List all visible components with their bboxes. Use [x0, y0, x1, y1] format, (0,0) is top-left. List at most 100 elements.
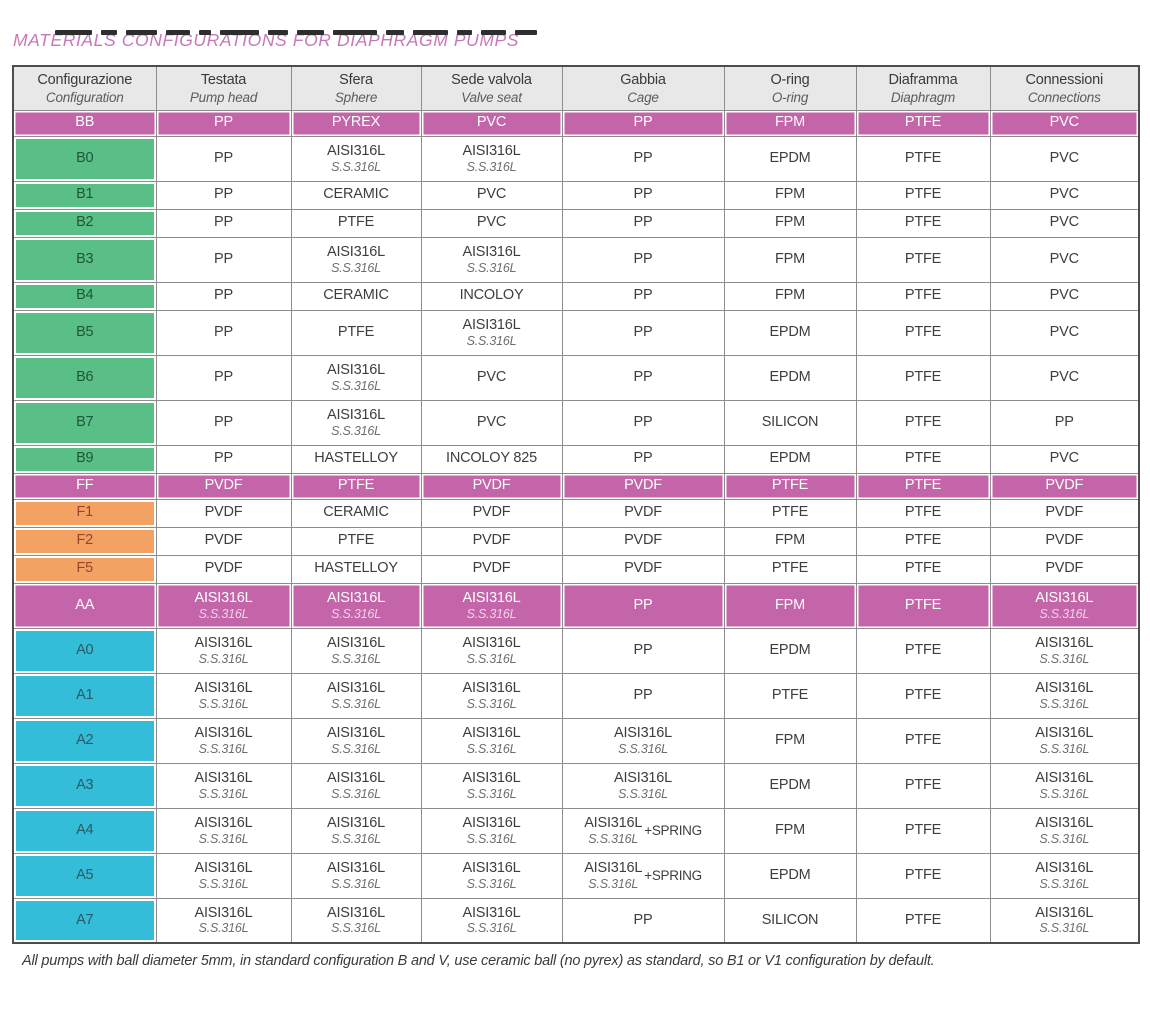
config-code-cell: F2 — [12, 526, 157, 556]
material-value: PVC — [1049, 323, 1079, 340]
material-cell: PVC — [420, 399, 563, 446]
config-code-cell: FF — [12, 472, 157, 500]
material-cell: PP — [155, 309, 292, 356]
material-cell: PVC — [989, 135, 1140, 182]
material-cell: PVDF — [561, 526, 725, 556]
material-cell: HASTELLOY — [290, 444, 422, 474]
material-value-alt: S.S.316L — [198, 741, 249, 756]
materials-configuration-table: Configurazione Configuration Testata Pump h… — [12, 65, 1140, 944]
material-cell: AISI316L S.S.316L — [155, 852, 292, 899]
table-row-ff: FF PVDF PTFE PVDF PVDF PTFE PTFE PVDF — [12, 472, 1140, 500]
material-value-alt: S.S.316L — [331, 831, 381, 846]
config-code: B4 — [76, 287, 94, 304]
material-value: PP — [633, 641, 653, 658]
material-cell: AISI316L S.S.316L — [420, 582, 563, 629]
material-value: PVDF — [1045, 504, 1084, 521]
material-value: PP — [633, 450, 653, 467]
material-cell: AISI316L S.S.316L — [155, 717, 292, 764]
material-value: AISI316L — [326, 362, 386, 379]
config-code-cell: AA — [12, 582, 157, 629]
material-cell: PVC — [989, 236, 1140, 283]
material-cell: FPM — [723, 109, 857, 137]
material-cell: PTFE — [855, 807, 991, 854]
material-value: PP — [633, 323, 653, 340]
table-row-a3: A3 AISI316L S.S.316L AISI316L S.S.316L AISI31… — [12, 762, 1140, 809]
material-cell: PP — [561, 582, 725, 629]
material-value: PVC — [476, 186, 507, 203]
material-cell: CERAMIC — [290, 180, 422, 210]
material-value: SILICON — [761, 911, 819, 928]
material-cell: PP — [155, 208, 292, 238]
material-value: SILICON — [761, 413, 819, 430]
material-value: PVC — [1049, 287, 1079, 304]
material-cell: PTFE — [855, 672, 991, 719]
material-cell: PVC — [989, 444, 1140, 474]
material-value-alt: S.S.316L — [618, 741, 668, 756]
material-value: INCOLOY — [459, 287, 524, 304]
material-value-alt: S.S.316L — [466, 921, 517, 936]
config-code: A5 — [76, 866, 94, 883]
config-code-cell: A0 — [12, 627, 157, 674]
material-cell: PTFE — [290, 526, 422, 556]
column-header-italian: Gabbia — [620, 72, 666, 89]
spring-suffix: +SPRING — [644, 822, 702, 838]
material-value: AISI316L — [326, 815, 386, 832]
material-cell: PTFE — [855, 627, 991, 674]
material-value: PP — [214, 323, 233, 340]
material-cell: PTFE — [855, 236, 991, 283]
material-value: PVDF — [472, 477, 511, 494]
material-value: PVC — [1049, 114, 1079, 131]
material-value: PVDF — [472, 532, 511, 549]
material-value-alt: S.S.316L — [1039, 786, 1090, 801]
config-code-cell: B3 — [12, 236, 157, 283]
config-code: FF — [76, 477, 94, 494]
config-code: B7 — [76, 413, 94, 430]
column-header-sphere: Sfera Sphere — [290, 65, 422, 111]
material-value: AISI316L — [326, 407, 386, 424]
material-value: PVC — [1049, 214, 1079, 231]
material-value: PTFE — [904, 250, 942, 267]
config-code: B6 — [76, 368, 94, 385]
material-cell: AISI316L S.S.316L — [420, 672, 563, 719]
config-code-cell: A5 — [12, 852, 157, 899]
material-value: PP — [214, 368, 233, 385]
table-row-bb: BB PP PYREX PVC PP FPM PTFE PVC — [12, 109, 1140, 137]
material-value: AISI316L — [194, 725, 253, 742]
material-value: PP — [1054, 413, 1074, 430]
table-row-b1: B1 PP CERAMIC PVC PP FPM PTFE PVC — [12, 180, 1140, 210]
config-code-cell: A4 — [12, 807, 157, 854]
material-value: AISI316L — [1035, 815, 1094, 832]
material-cell: PTFE — [290, 208, 422, 238]
config-code-cell: F1 — [12, 498, 157, 528]
config-code: A0 — [76, 641, 94, 658]
material-cell: FPM — [723, 180, 857, 210]
material-cell: PP — [561, 208, 725, 238]
material-value: PP — [214, 114, 233, 131]
material-cell: PTFE — [855, 526, 991, 556]
material-value: PTFE — [904, 776, 942, 793]
material-value-alt: S.S.316L — [198, 696, 249, 711]
material-value: AISI316L — [584, 860, 643, 877]
material-cell: AISI316L S.S.316L — [290, 399, 422, 446]
config-code-cell: B2 — [12, 208, 157, 238]
table-row-a7: A7 AISI316L S.S.316L AISI316L S.S.316L AISI31… — [12, 897, 1140, 944]
column-header-cage: Gabbia Cage — [561, 65, 725, 111]
material-value: PVDF — [472, 560, 511, 577]
material-cell: PVC — [989, 354, 1140, 401]
material-cell: CERAMIC — [290, 498, 422, 528]
material-cell: AISI316L S.S.316L — [989, 717, 1140, 764]
material-value: AISI316L — [326, 860, 386, 877]
material-cell: PTFE — [855, 281, 991, 311]
material-value: PP — [633, 214, 653, 231]
material-value: PP — [214, 287, 233, 304]
material-value-alt: S.S.316L — [198, 921, 249, 936]
material-value: FPM — [774, 114, 805, 131]
material-value: AISI316L — [1035, 860, 1094, 877]
material-value: PYREX — [331, 114, 381, 131]
material-value: PTFE — [904, 450, 942, 467]
material-cell: AISI316L S.S.316L — [989, 897, 1140, 944]
material-value-alt: S.S.316L — [331, 260, 381, 275]
material-value-alt: S.S.316L — [331, 651, 381, 666]
material-cell: PTFE — [723, 498, 857, 528]
material-cell: PVDF — [989, 554, 1140, 584]
